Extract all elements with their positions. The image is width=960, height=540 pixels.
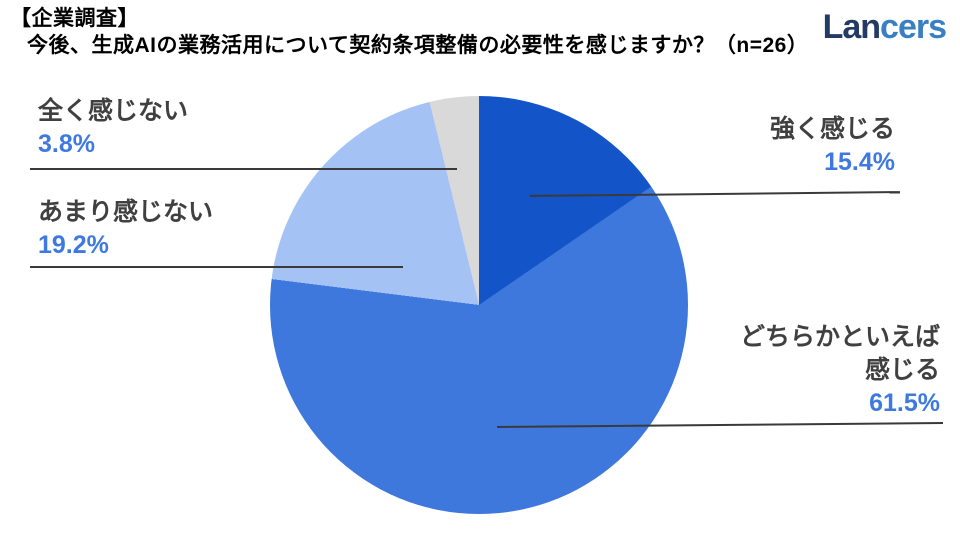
survey-question: 今後、生成AIの業務活用について契約条項整備の必要性を感じますか？（n=26）: [27, 34, 809, 57]
callout-label: 強く感じる: [769, 115, 895, 143]
pie-chart: [270, 96, 688, 514]
survey-tag: 【企業調査】: [10, 7, 139, 30]
leader-line-not-at-all: [30, 168, 457, 170]
callout-not-at-all: 全く感じない 3.8%: [38, 95, 188, 161]
callout-somewhat: どちらかといえば 感じる 61.5%: [740, 321, 940, 420]
callout-label-line1: どちらかといえば: [739, 323, 940, 351]
callout-percent: 3.8%: [38, 130, 95, 158]
logo-text-dark: Lan: [822, 8, 881, 46]
callout-label-line2: 感じる: [864, 356, 940, 384]
callout-strong: 強く感じる 15.4%: [770, 113, 895, 179]
callout-not-much: あまり感じない 19.2%: [38, 196, 213, 262]
lancers-logo: Lancers: [822, 8, 947, 46]
leader-line-not-much: [30, 266, 403, 268]
callout-label: あまり感じない: [38, 198, 214, 226]
callout-percent: 19.2%: [38, 231, 109, 259]
callout-percent: 15.4%: [824, 148, 895, 176]
slide-title: 【企業調査】 今後、生成AIの業務活用について契約条項整備の必要性を感じますか？…: [10, 5, 808, 59]
callout-percent: 61.5%: [869, 389, 940, 417]
callout-label: 全く感じない: [38, 97, 189, 125]
logo-text-light: cers: [880, 8, 947, 46]
